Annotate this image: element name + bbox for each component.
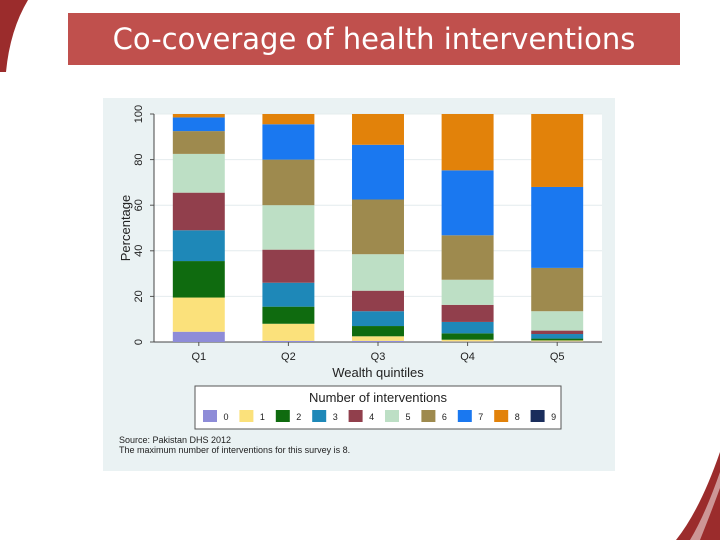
bar-Q2-series-0 — [262, 340, 315, 342]
bar-Q4-series-7 — [441, 170, 494, 236]
legend-label-6: 6 — [442, 412, 447, 422]
bar-Q1-series-2 — [172, 261, 225, 298]
legend-label-1: 1 — [260, 412, 265, 422]
bar-Q4-series-4 — [441, 304, 494, 322]
bar-Q4-series-6 — [441, 235, 494, 280]
x-axis-label: Wealth quintiles — [332, 365, 424, 380]
legend-swatch-2 — [275, 410, 290, 422]
legend-label-7: 7 — [478, 412, 483, 422]
bar-Q4-series-8 — [441, 114, 494, 171]
bar-Q5-series-4 — [531, 330, 584, 335]
chart-note-2: The maximum number of interventions for … — [119, 445, 350, 455]
bar-Q5-series-8 — [531, 114, 584, 187]
legend-swatch-9 — [530, 410, 545, 422]
legend-label-3: 3 — [333, 412, 338, 422]
bar-Q1-series-1 — [172, 297, 225, 332]
bar-Q5-series-3 — [531, 334, 584, 339]
bar-Q1-series-3 — [172, 230, 225, 262]
legend-swatch-1 — [239, 410, 254, 422]
bar-Q2-series-6 — [262, 159, 315, 206]
bar-Q5-series-5 — [531, 311, 584, 331]
legend-swatch-3 — [312, 410, 327, 422]
x-tick-label-Q2: Q2 — [281, 351, 296, 363]
bar-Q3-series-5 — [352, 254, 404, 291]
bar-Q4-series-1 — [441, 339, 494, 342]
bar-Q3-series-1 — [352, 336, 404, 341]
legend-swatch-0 — [203, 410, 217, 422]
slide-title: Co-coverage of health interventions — [68, 13, 680, 65]
y-axis-label: Percentage — [118, 195, 133, 262]
bar-Q2-series-1 — [262, 323, 315, 341]
bar-Q1-series-6 — [172, 131, 225, 154]
y-tick-label-80: 80 — [133, 153, 145, 165]
bar-Q3-series-2 — [352, 326, 404, 337]
bar-Q2-series-8 — [262, 114, 315, 125]
legend-label-2: 2 — [296, 412, 301, 422]
bar-Q2-series-5 — [262, 205, 315, 250]
bar-Q1-series-4 — [172, 192, 225, 231]
bar-Q1-series-5 — [172, 153, 225, 193]
bar-Q1-series-0 — [172, 331, 225, 342]
bar-Q3-series-4 — [352, 290, 404, 312]
bar-Q2-series-4 — [262, 249, 315, 283]
bar-Q3-series-7 — [352, 144, 404, 200]
legend-swatch-4 — [348, 410, 363, 422]
bar-Q4-series-2 — [441, 333, 494, 340]
y-tick-label-0: 0 — [133, 339, 145, 345]
bar-Q1-series-7 — [172, 117, 225, 132]
legend-label-4: 4 — [369, 412, 374, 422]
y-tick-label-100: 100 — [133, 105, 145, 123]
bar-Q3-series-6 — [352, 199, 404, 255]
bar-Q5-series-1 — [531, 340, 584, 342]
bar-Q1-series-8 — [172, 114, 225, 118]
bar-Q2-series-7 — [262, 124, 315, 160]
y-tick-label-60: 60 — [133, 199, 145, 211]
bar-Q4-series-3 — [441, 321, 494, 334]
y-tick-label-40: 40 — [133, 245, 145, 257]
x-tick-label-Q5: Q5 — [550, 351, 565, 363]
legend-label-5: 5 — [405, 412, 410, 422]
bar-Q3-series-8 — [352, 114, 404, 145]
legend-swatch-8 — [494, 410, 509, 422]
chart-note-1: Source: Pakistan DHS 2012 — [119, 435, 231, 445]
x-tick-label-Q1: Q1 — [191, 351, 206, 363]
legend-swatch-6 — [421, 410, 436, 422]
bar-Q3-series-3 — [352, 311, 404, 327]
bar-Q3-series-0 — [352, 340, 404, 342]
bar-Q4-series-5 — [441, 279, 494, 305]
legend-label-0: 0 — [223, 412, 228, 422]
legend-title: Number of interventions — [309, 390, 448, 405]
y-tick-label-20: 20 — [133, 290, 145, 302]
bar-Q5-series-2 — [531, 338, 584, 341]
legend-label-9: 9 — [551, 412, 556, 422]
bar-Q2-series-2 — [262, 306, 315, 324]
legend-swatch-5 — [385, 410, 399, 422]
x-tick-label-Q3: Q3 — [371, 351, 386, 363]
chart-panel: 0 20 40 60 80 100 Q1 Q2 Q3 Q4 Q5 Wealth quintiles Pe… — [103, 98, 615, 471]
bar-Q5-series-7 — [531, 186, 584, 268]
bar-Q2-series-3 — [262, 282, 315, 307]
x-tick-label-Q4: Q4 — [460, 351, 475, 363]
bar-Q5-series-6 — [531, 267, 584, 312]
legend-swatch-7 — [457, 410, 472, 422]
legend-label-8: 8 — [515, 412, 520, 422]
